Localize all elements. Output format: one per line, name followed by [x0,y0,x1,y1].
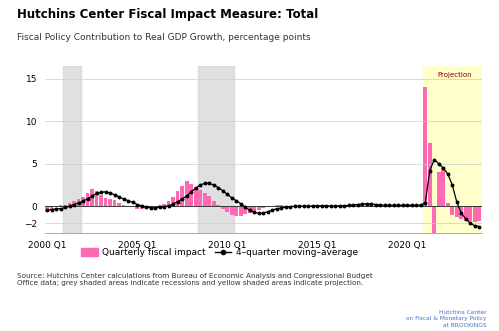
Bar [45,206,49,212]
Bar [190,184,193,206]
Bar [230,206,234,215]
Bar [451,206,454,215]
Bar [252,206,256,211]
Bar [360,204,364,206]
Bar [54,206,58,207]
Bar [95,191,98,206]
Bar [473,206,477,222]
Bar [401,205,405,206]
Bar [140,206,144,209]
Bar [203,193,207,206]
Bar [433,206,436,236]
Bar [311,205,314,206]
Bar [149,206,153,207]
Bar [68,203,71,206]
Bar [81,197,85,206]
Bar [266,206,269,207]
Bar [235,206,238,215]
Bar [424,87,427,206]
Bar [208,196,211,206]
Bar [261,206,265,208]
Bar [99,195,103,206]
Bar [342,205,346,206]
Bar [90,189,94,206]
Bar [410,205,414,206]
Bar [50,206,53,209]
Bar [329,206,332,207]
Text: Hutchins Center Fiscal Impact Measure: Total: Hutchins Center Fiscal Impact Measure: T… [17,8,319,21]
Bar [122,205,125,206]
Bar [181,186,184,206]
Bar [104,198,107,206]
Bar [442,168,445,206]
Text: Hutchins Center
on Fiscal & Monetary Policy
at BROOKINGS: Hutchins Center on Fiscal & Monetary Pol… [406,310,487,328]
Bar [464,206,468,221]
Bar [77,199,80,206]
Bar [86,194,89,206]
Bar [144,206,148,208]
Bar [257,206,260,210]
Text: Projection: Projection [437,72,472,78]
Bar [347,205,350,206]
Bar [171,197,175,206]
Bar [288,206,292,207]
Bar [158,205,162,206]
Bar [369,205,373,206]
Bar [365,204,369,206]
Bar [392,205,396,206]
Text: Source: Hutchins Center calculations from Bureau of Economic Analysis and Congre: Source: Hutchins Center calculations fro… [17,273,373,286]
Bar [419,205,423,206]
Bar [437,172,441,206]
Bar [239,206,243,216]
Bar [198,66,234,233]
Bar [356,205,360,206]
Bar [131,206,135,207]
Text: Fiscal Policy Contribution to Real GDP Growth, percentage points: Fiscal Policy Contribution to Real GDP G… [17,33,311,42]
Bar [194,187,198,206]
Bar [185,181,189,206]
Bar [423,66,486,233]
Bar [315,205,319,206]
Legend: Quarterly fiscal impact, 4–quarter moving–average: Quarterly fiscal impact, 4–quarter movin… [78,245,361,261]
Bar [469,206,472,221]
Bar [428,143,432,206]
Bar [279,205,283,206]
Bar [406,205,409,206]
Bar [244,206,247,214]
Bar [117,203,121,206]
Bar [135,206,139,209]
Bar [351,205,355,206]
Bar [108,199,112,206]
Bar [293,206,296,207]
Bar [59,205,62,206]
Bar [113,200,116,206]
Bar [383,205,387,206]
Bar [275,205,278,206]
Bar [199,190,202,206]
Bar [248,206,251,213]
Bar [217,205,220,206]
Bar [374,205,378,206]
Bar [72,201,76,206]
Bar [212,201,216,206]
Bar [167,201,171,206]
Bar [63,205,67,206]
Bar [455,206,459,217]
Bar [478,206,481,221]
Bar [446,203,450,206]
Bar [378,205,382,206]
Bar [226,206,229,212]
Bar [63,66,81,233]
Bar [176,191,180,206]
Bar [297,206,301,207]
Bar [221,206,225,209]
Bar [333,206,337,207]
Bar [397,205,400,206]
Bar [460,206,463,219]
Bar [162,204,166,206]
